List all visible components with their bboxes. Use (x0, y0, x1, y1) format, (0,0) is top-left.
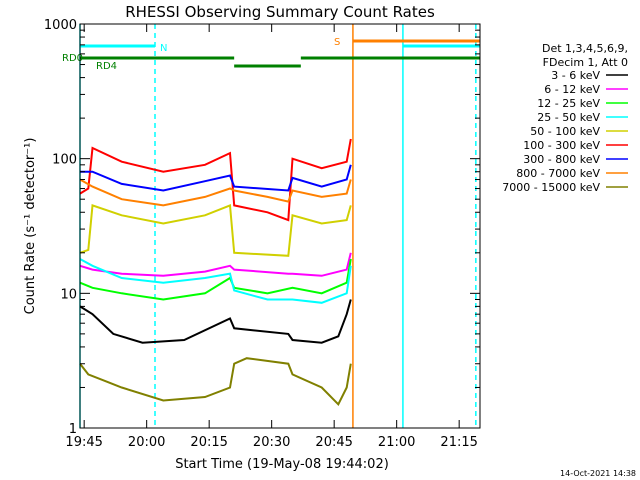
y-axis-label: Count Rate (s⁻¹ detector⁻¹) (23, 138, 38, 315)
legend-label-0: 3 - 6 keV (551, 69, 600, 82)
x-tick-label-3: 20:30 (253, 435, 290, 450)
series-line-8 (79, 357, 352, 406)
y-tick-label-1: 10 (60, 287, 77, 302)
flag-label-5: RD4 (96, 61, 117, 72)
series-line-3 (79, 258, 352, 304)
legend-label-7: 800 - 7000 keV (516, 167, 600, 180)
flag-label-2: S (334, 37, 340, 48)
series-line-7 (79, 178, 352, 207)
plot-area (79, 24, 477, 428)
legend-header-1: FDecim 1, Att 0 (543, 56, 628, 69)
y-axis: 1 10 100 1000 (44, 18, 480, 437)
series-line-0 (79, 299, 352, 344)
x-tick-label-0: 19:45 (65, 435, 102, 450)
x-tick-label-1: 20:00 (128, 435, 165, 450)
legend-label-5: 100 - 300 keV (523, 139, 600, 152)
x-axis-label: Start Time (19-May-08 19:44:02) (175, 457, 389, 472)
legend-label-6: 300 - 800 keV (523, 153, 600, 166)
x-tick-label-4: 20:45 (315, 435, 352, 450)
legend-label-8: 7000 - 15000 keV (502, 181, 600, 194)
y-tick-label-3: 1000 (44, 18, 77, 33)
legend-label-3: 25 - 50 keV (537, 111, 600, 124)
x-tick-label-6: 21:15 (440, 435, 477, 450)
flag-bars: N S RD0 RD4 (62, 37, 480, 72)
x-tick-label-2: 20:15 (190, 435, 227, 450)
legend: Det 1,3,4,5,6,9,FDecim 1, Att 03 - 6 keV… (502, 42, 628, 194)
series-line-6 (80, 164, 352, 192)
x-tick-label-5: 21:00 (378, 435, 415, 450)
flag-label-1: N (160, 43, 167, 54)
legend-label-4: 50 - 100 keV (530, 125, 600, 138)
x-axis: 19:45 20:00 20:15 20:30 20:45 21:00 21:15 (65, 24, 478, 450)
y-tick-label-0: 1 (69, 422, 77, 437)
series-line-4 (79, 203, 352, 257)
y-tick-label-2: 100 (52, 153, 77, 168)
series-line-2 (79, 258, 352, 301)
series-line-1 (79, 252, 352, 277)
plot-frame (79, 23, 481, 429)
flag-label-4: RD0 (62, 53, 83, 64)
chart-title: RHESSI Observing Summary Count Rates (125, 3, 435, 21)
legend-header-0: Det 1,3,4,5,6,9, (542, 42, 628, 55)
legend-label-1: 6 - 12 keV (544, 83, 600, 96)
timestamp: 14-Oct-2021 14:38 (560, 469, 636, 478)
legend-label-2: 12 - 25 keV (537, 97, 600, 110)
